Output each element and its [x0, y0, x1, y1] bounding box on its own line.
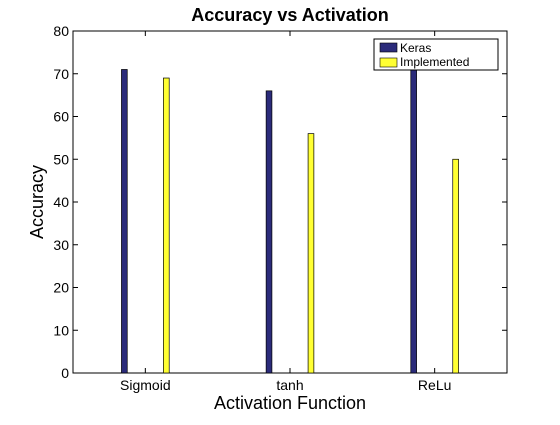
ticks-layer: 0 10 20 30 40 50 60 70 80 Sigmoid tanh ReLu [53, 23, 507, 393]
y-tick-label: 40 [53, 194, 69, 210]
bar-keras-sigmoid [121, 69, 128, 374]
y-tick-label: 80 [53, 23, 69, 39]
bar-keras-relu [410, 60, 417, 374]
y-axis-label: Accuracy [27, 165, 47, 239]
x-tick-label: ReLu [418, 377, 451, 393]
y-tick-label: 70 [53, 66, 69, 82]
y-tick-label: 20 [53, 280, 69, 296]
legend: Keras Implemented [373, 38, 499, 71]
plot-area [72, 30, 508, 374]
y-tick-label: 0 [61, 365, 69, 381]
y-tick-label: 10 [53, 322, 69, 338]
legend-label-keras: Keras [400, 41, 431, 55]
x-axis-label: Activation Function [214, 393, 366, 413]
bar-implemented-sigmoid [163, 77, 170, 374]
legend-swatch-implemented [379, 57, 398, 68]
x-tick-label: Sigmoid [120, 377, 171, 393]
bar-implemented-relu [452, 158, 459, 374]
bar-keras-tanh [265, 90, 273, 374]
bars-layer [121, 60, 459, 374]
y-tick-label: 50 [53, 151, 69, 167]
legend-swatch-keras [379, 42, 398, 53]
x-tick-label: tanh [276, 377, 303, 393]
chart-title: Accuracy vs Activation [191, 5, 388, 25]
bar-implemented-tanh [307, 133, 315, 374]
y-tick-label: 30 [53, 237, 69, 253]
legend-label-implemented: Implemented [400, 55, 469, 69]
y-tick-label: 60 [53, 109, 69, 125]
